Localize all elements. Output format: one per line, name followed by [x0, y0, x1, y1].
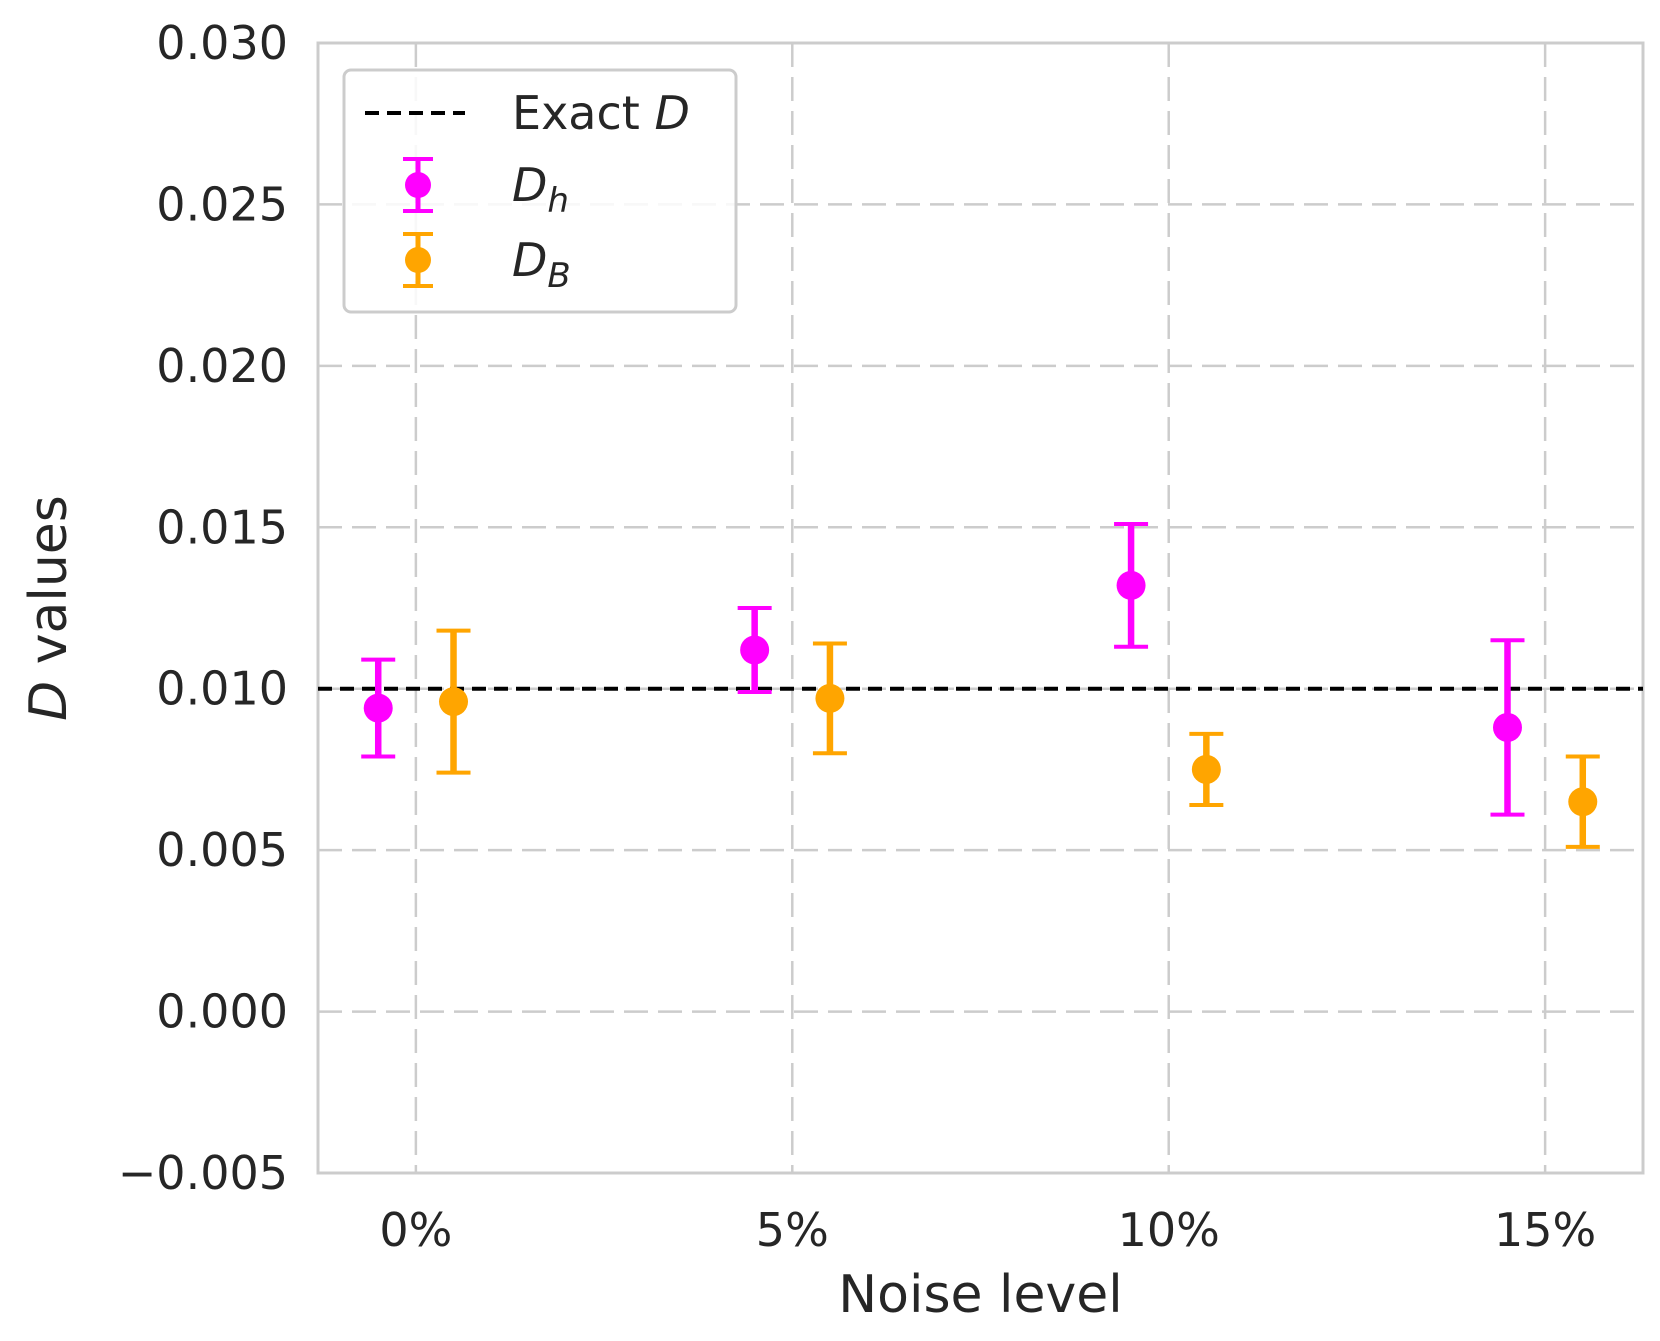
legend-label: Exact D	[512, 86, 690, 140]
y-tick-label: 0.015	[156, 500, 288, 554]
x-axis-title: Noise level	[838, 1265, 1122, 1325]
legend-label: Dh	[512, 158, 569, 221]
y-tick-label: 0.005	[156, 823, 288, 877]
data-point	[1116, 570, 1146, 600]
axes: −0.005 0.000 0.005 0.010 0.015 0.020 0.025 0.03…	[118, 16, 1645, 1257]
axes-frame	[316, 41, 1645, 1175]
y-tick-label: 0.030	[156, 16, 288, 70]
x-tick-label: 10%	[1118, 1203, 1220, 1257]
legend: Exact D Dh DB	[342, 68, 738, 314]
y-axis-title: D values	[19, 495, 79, 721]
y-tick-label: −0.005	[118, 1146, 288, 1200]
data-marks	[361, 522, 1600, 849]
data-point	[439, 687, 469, 717]
legend-handle-point	[405, 247, 431, 273]
y-tick-label: 0.000	[156, 985, 288, 1039]
x-tick-label: 0%	[379, 1203, 452, 1257]
data-point	[740, 635, 770, 665]
y-tick-label: 0.025	[156, 177, 288, 231]
data-point	[1492, 712, 1522, 742]
axis-labels: Noise level D values	[19, 495, 1123, 1325]
data-point	[815, 683, 845, 713]
legend-frame	[342, 68, 738, 314]
data-point	[363, 693, 393, 723]
legend-label: DB	[512, 233, 571, 296]
x-tick-label: 15%	[1494, 1203, 1596, 1257]
data-point	[1191, 754, 1221, 784]
y-tick-label: 0.020	[156, 339, 288, 393]
y-tick-label: 0.010	[156, 662, 288, 716]
data-point	[1568, 787, 1598, 817]
legend-handle-point	[405, 172, 431, 198]
x-tick-label: 5%	[756, 1203, 829, 1257]
